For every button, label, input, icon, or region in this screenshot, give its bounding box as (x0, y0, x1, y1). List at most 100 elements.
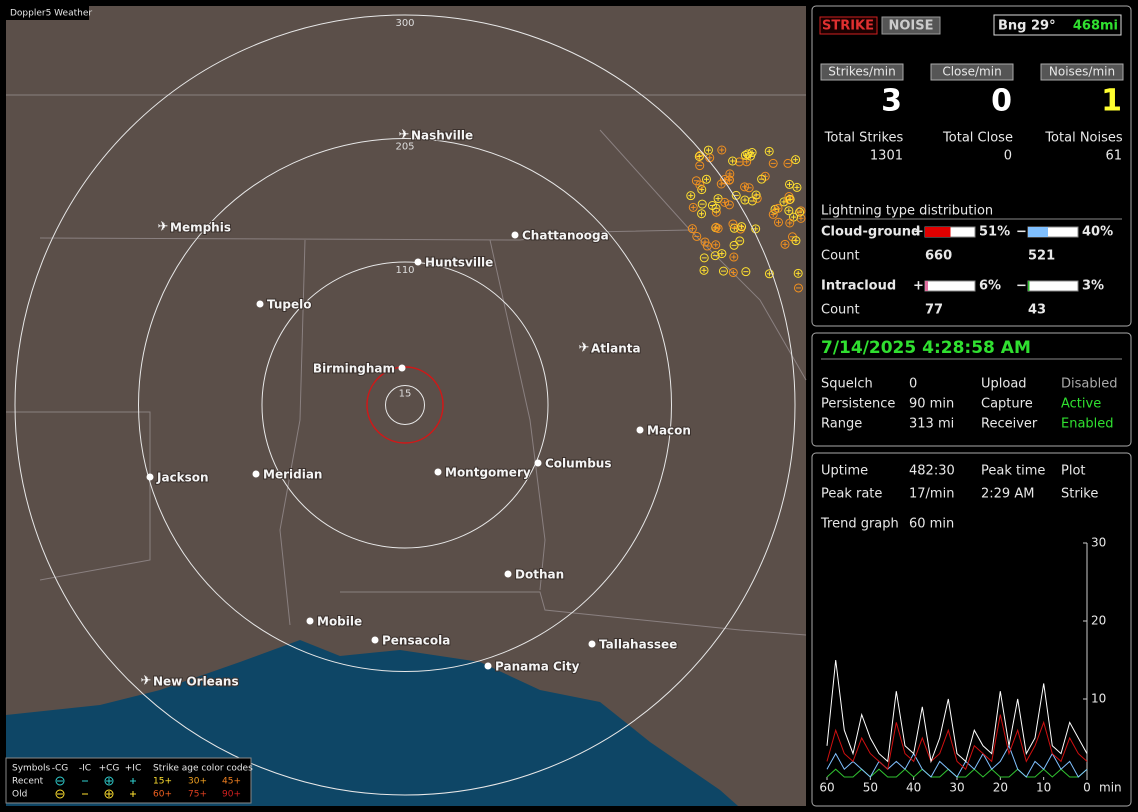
strike-symbol (740, 182, 750, 192)
sign: + (913, 225, 924, 240)
strike-symbol (743, 149, 753, 159)
sign: − (1016, 225, 1027, 240)
city-dot (252, 470, 260, 478)
border (39, 229, 691, 241)
border (489, 239, 546, 591)
strike-symbol (784, 206, 794, 216)
timestamp: 7/14/2025 4:28:58 AM (821, 338, 1031, 358)
strike-symbol (774, 217, 784, 227)
status-cell: Squelch (821, 377, 873, 392)
legend-symbol (104, 776, 114, 786)
legend-text: 75+ (188, 790, 207, 800)
legend-text: 45+ (222, 777, 241, 787)
city-dot (256, 300, 264, 308)
strike-symbol (686, 191, 696, 201)
status-cell: Persistence (821, 397, 895, 412)
strike-symbol (710, 251, 720, 261)
strike-symbol (695, 161, 705, 171)
strike-symbol (740, 150, 750, 160)
strike-symbol (713, 223, 723, 233)
x-tick-label: 40 (906, 781, 921, 795)
noise-button-label[interactable]: NOISE (888, 19, 933, 34)
strike-symbol (720, 197, 730, 207)
type-name: Intracloud (821, 279, 896, 294)
total-label: Total Strikes (824, 131, 904, 146)
strike-symbol (751, 224, 761, 234)
strike-symbol (757, 174, 767, 184)
city-label: Macon (647, 424, 691, 438)
rate-button[interactable] (820, 63, 904, 81)
strike-symbol (697, 185, 707, 195)
legend-text: -IC (79, 764, 91, 774)
strike-symbol (785, 218, 795, 228)
strike-symbol (737, 222, 747, 232)
range-ring (385, 385, 425, 425)
strike-symbol (703, 145, 713, 155)
strike-symbol (707, 201, 717, 211)
percent-bar (1028, 227, 1048, 237)
strike-symbol (699, 265, 709, 275)
stats-cell: Peak rate (821, 487, 882, 502)
status-panel (811, 332, 1132, 447)
count-label: Count (821, 303, 860, 318)
city-label: Tallahassee (599, 638, 677, 652)
stats-cell: Uptime (821, 464, 868, 479)
strike-symbol (717, 249, 727, 259)
x-tick-label: 30 (949, 781, 964, 795)
strike-symbol (720, 175, 730, 185)
city-label: Huntsville (425, 256, 493, 270)
border (340, 591, 807, 636)
strike-symbol (718, 266, 728, 276)
total-value: 0 (1004, 149, 1012, 164)
status-cell: Range (821, 417, 862, 432)
range-ring (261, 261, 549, 549)
strike-symbol (729, 252, 739, 262)
strike-symbol (785, 194, 795, 204)
trend-line (826, 659, 1088, 764)
bar-track (924, 280, 976, 292)
stats-panel (811, 452, 1132, 807)
strike-symbol (717, 145, 727, 155)
city-dot (484, 662, 492, 670)
strike-button[interactable] (819, 16, 878, 35)
count-value: 43 (1028, 303, 1046, 318)
rate-label: Close/min (942, 65, 1001, 79)
state-borders (6, 94, 807, 636)
legend-text: Symbols (12, 764, 51, 774)
strike-symbol (711, 222, 721, 232)
legend-text: 30+ (188, 777, 207, 787)
legend-text: Recent (12, 777, 44, 787)
city-label: New Orleans (153, 675, 239, 689)
city-dot (511, 231, 519, 239)
legend-symbol (55, 776, 65, 786)
city-dot (504, 570, 512, 578)
total-label: Total Noises (1044, 131, 1123, 146)
strike-symbol (783, 158, 793, 168)
city-label: Meridian (263, 468, 322, 482)
strike-cluster (686, 145, 806, 293)
strike-symbol (793, 283, 803, 293)
rate-button[interactable] (930, 63, 1014, 81)
percent-label: 3% (1082, 279, 1104, 294)
rate-button[interactable] (1040, 63, 1124, 81)
noise-button[interactable] (881, 16, 941, 35)
strike-symbol (768, 158, 778, 168)
percent-bar (925, 227, 951, 237)
window-title-bg (6, 6, 89, 20)
strike-button-label[interactable]: STRIKE (822, 19, 874, 34)
strike-symbol (764, 269, 774, 279)
city-label: Jackson (156, 471, 209, 485)
stats-cell: Strike (1061, 487, 1098, 502)
sign: − (1016, 279, 1027, 294)
x-axis-label: min (1099, 781, 1122, 795)
airport-icon: ✈ (399, 128, 410, 143)
strike-symbol (780, 239, 790, 249)
distance: 468mi (1073, 19, 1118, 34)
city-label: Birmingham (313, 362, 395, 376)
city-label: Columbus (545, 457, 612, 471)
city-label: Montgomery (445, 466, 531, 480)
